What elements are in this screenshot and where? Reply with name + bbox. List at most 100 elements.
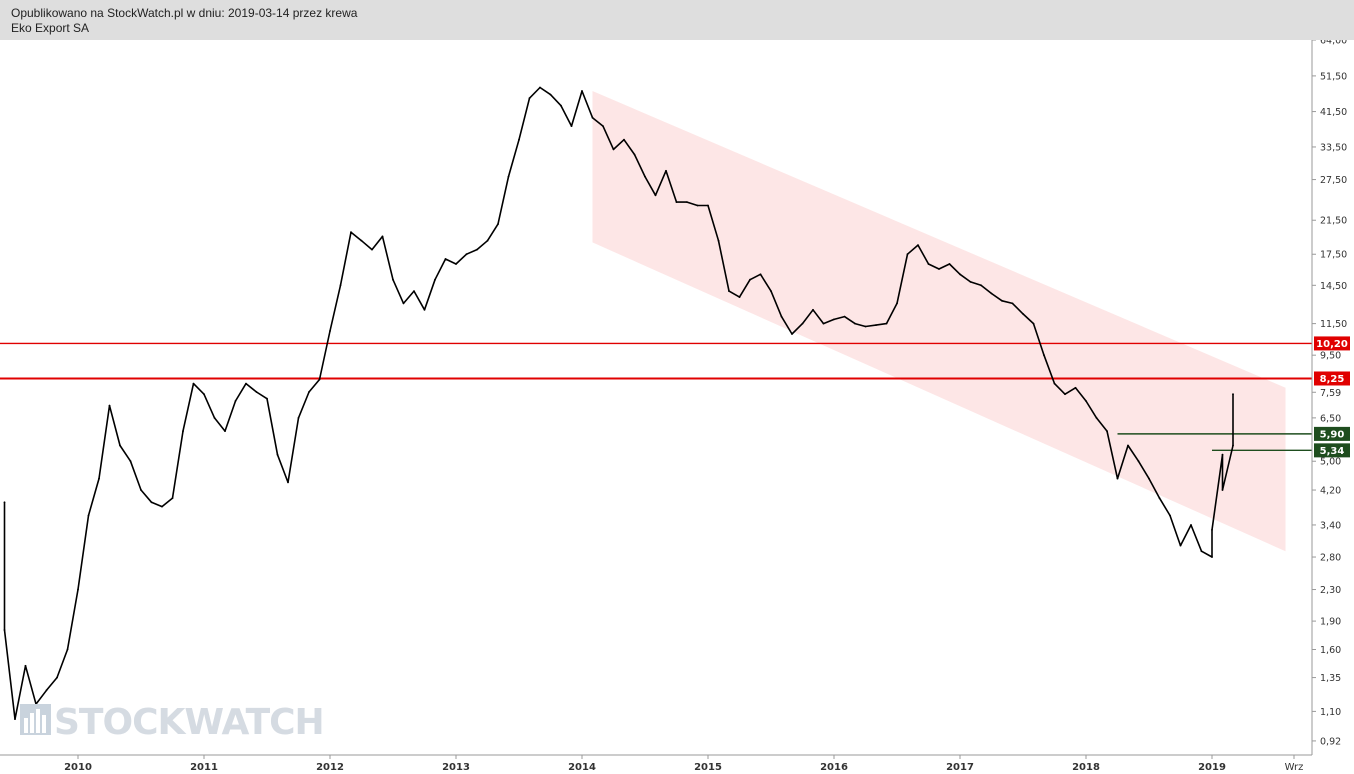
price-point <box>801 322 804 325</box>
price-point <box>1095 417 1098 419</box>
price-chart[interactable]: 10,20 8,25 5,90 5,34 64,00 51,50 41,50 33,50 27… <box>0 40 1354 774</box>
y-tick-label: 4,20 <box>1320 486 1341 497</box>
x-tick-label: 2010 <box>64 762 92 773</box>
x-tick-label: 2013 <box>442 762 470 773</box>
level-label-box <box>1314 426 1350 441</box>
price-point <box>402 302 405 305</box>
price-point <box>423 308 426 311</box>
y-tick-label: 3,40 <box>1320 520 1341 531</box>
price-point <box>686 201 688 204</box>
y-tick-label: 11,50 <box>1320 319 1347 330</box>
price-point <box>654 194 657 197</box>
price-point <box>665 169 667 172</box>
price-point <box>276 453 279 456</box>
price-point <box>119 444 121 447</box>
price-point <box>549 93 552 96</box>
x-tick-label: 2016 <box>820 762 848 773</box>
y-tick-label: 64,00 <box>1320 40 1347 47</box>
price-point <box>948 263 951 265</box>
price-point <box>203 393 205 396</box>
price-point <box>812 308 814 311</box>
price-point <box>56 676 58 679</box>
price-point <box>1232 444 1234 447</box>
price-point <box>906 253 909 256</box>
price-point <box>507 175 510 178</box>
price-point <box>3 501 6 504</box>
y-tick-label: 27,50 <box>1320 175 1347 186</box>
price-point <box>1232 393 1234 396</box>
bar-chart-logo-icon <box>20 704 51 735</box>
price-point <box>518 138 520 141</box>
price-point <box>528 97 531 100</box>
price-point <box>1043 354 1045 357</box>
price-point <box>224 430 226 432</box>
price-point <box>969 281 972 283</box>
price-point <box>234 400 237 402</box>
y-tick-label: 1,90 <box>1320 617 1341 628</box>
price-point <box>980 284 982 287</box>
price-point <box>1116 477 1119 480</box>
instrument-name: Eko Export SA <box>11 21 90 35</box>
price-point <box>24 664 27 667</box>
price-series-line <box>3 86 1234 720</box>
price-point <box>1221 453 1224 456</box>
x-tick-label: 2015 <box>694 762 722 773</box>
price-point <box>560 104 562 107</box>
price-point <box>1179 544 1182 547</box>
price-point <box>1190 524 1192 526</box>
x-tick-label: Wrz <box>1285 762 1304 773</box>
published-info: Opublikowano na StockWatch.pl w dniu: 20… <box>11 6 358 20</box>
x-tick-label: 2017 <box>946 762 974 773</box>
level-label-box <box>1314 371 1350 386</box>
price-point <box>1148 477 1150 480</box>
price-point <box>1211 556 1213 558</box>
price-point <box>612 148 615 151</box>
x-tick-label: 2012 <box>316 762 344 773</box>
price-point <box>570 125 573 127</box>
price-point <box>581 90 583 92</box>
price-point <box>14 718 16 720</box>
price-point <box>392 278 394 281</box>
price-point <box>455 263 457 265</box>
price-point <box>1169 514 1171 517</box>
y-tick-label: 1,60 <box>1320 645 1341 656</box>
price-point <box>434 278 436 281</box>
price-point <box>539 86 541 89</box>
price-point <box>1211 529 1213 531</box>
price-point <box>161 505 163 508</box>
price-point <box>959 273 961 276</box>
price-point <box>108 404 111 407</box>
price-point <box>371 248 373 251</box>
y-tick-label: 21,50 <box>1320 216 1347 227</box>
price-point <box>381 235 384 238</box>
level-label: 8,25 <box>1320 374 1345 385</box>
level-label-box <box>1314 443 1350 458</box>
price-point <box>707 204 709 207</box>
level-lines-layer: 10,20 8,25 5,90 5,34 <box>0 336 1350 458</box>
price-point <box>171 497 174 499</box>
level-label: 5,90 <box>1320 429 1345 440</box>
y-tick-label: 9,50 <box>1320 351 1341 362</box>
price-point <box>749 278 751 281</box>
price-point <box>287 481 289 484</box>
price-point <box>213 417 216 419</box>
price-point <box>938 268 940 270</box>
price-point <box>833 318 835 321</box>
price-point <box>476 248 478 251</box>
price-point <box>182 430 184 432</box>
price-point <box>245 382 247 385</box>
price-point <box>192 382 195 385</box>
price-point <box>759 273 762 276</box>
price-point <box>3 629 6 631</box>
price-point <box>318 378 321 381</box>
price-point <box>350 231 352 234</box>
price-point <box>266 397 268 400</box>
price-point <box>602 125 604 127</box>
price-point <box>339 284 342 287</box>
price-point <box>864 325 867 328</box>
stockwatch-watermark: STOCKWATCH <box>20 702 325 743</box>
level-label-box <box>1314 336 1350 351</box>
price-point <box>927 263 930 265</box>
watermark-text: STOCKWATCH <box>54 702 324 743</box>
price-point <box>675 201 678 204</box>
